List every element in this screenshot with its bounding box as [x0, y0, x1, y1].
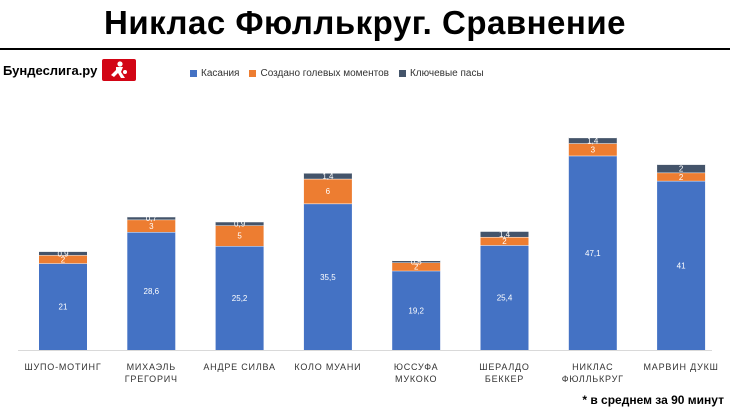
x-tick-label: ЮССУФА [394, 362, 439, 372]
bar-chances [480, 236, 529, 246]
legend-label-touches: Касания [201, 68, 240, 79]
footnote: * в среднем за 90 минут [582, 393, 724, 407]
bar-chances [39, 255, 87, 264]
data-label-key-passes: 0,7 [146, 214, 158, 223]
data-label-chances: 2 [502, 237, 507, 246]
bar-key-passes [39, 251, 87, 256]
bar-chances [392, 262, 441, 271]
chart-legend: Касания Создано голевых моментов Ключевы… [190, 68, 484, 79]
bar-chances [303, 178, 352, 204]
data-label-key-passes: 1,4 [587, 136, 599, 145]
x-tick-label: КОЛО МУАНИ [294, 362, 361, 372]
bar-key-passes [657, 164, 706, 173]
x-tick-label: ГРЕГОРИЧ [125, 374, 178, 384]
legend-label-chances: Создано голевых моментов [260, 68, 389, 79]
bar-touches [657, 180, 706, 350]
data-label-chances: 2 [61, 255, 66, 264]
brand-block: Бундеслига.ру [3, 58, 137, 82]
x-tick-label: МИХАЭЛЬ [127, 362, 176, 372]
legend-label-key-passes: Ключевые пасы [409, 68, 484, 79]
x-tick-label: ШУПО-МОТИНГ [24, 362, 101, 372]
bar-touches [39, 263, 87, 350]
legend-item-key-passes: Ключевые пасы [398, 68, 484, 79]
bar-touches [127, 232, 176, 350]
bar-key-passes [392, 260, 441, 263]
legend-swatch-key-passes [398, 70, 406, 77]
data-label-key-passes: 1,4 [322, 172, 334, 181]
data-label-chances: 2 [414, 263, 419, 272]
x-tick-label: ШЕРАЛДО [479, 362, 529, 372]
x-tick-label: БЕККЕР [485, 374, 524, 384]
data-label-key-passes: 0,5 [411, 258, 423, 267]
data-label-chances: 6 [326, 187, 331, 196]
bar-chances [215, 225, 264, 247]
data-label-key-passes: 0,9 [234, 220, 246, 229]
bar-touches [303, 203, 352, 350]
data-label-chances: 3 [149, 222, 154, 231]
data-label-chances: 5 [237, 232, 242, 241]
x-tick-label: ФЮЛЛЬКРУГ [562, 374, 624, 384]
data-label-touches: 35,5 [320, 273, 336, 282]
bar-touches [568, 155, 617, 350]
bar-touches [392, 270, 441, 350]
bar-key-passes [480, 231, 529, 237]
data-label-chances: 3 [591, 146, 596, 155]
x-tick-label: НИКЛАС [572, 362, 613, 372]
legend-item-chances: Создано голевых моментов [249, 68, 389, 79]
data-label-touches: 19,2 [408, 306, 424, 315]
bar-touches [480, 245, 529, 350]
data-label-key-passes: 2 [679, 165, 684, 174]
title-divider [0, 48, 730, 50]
data-label-touches: 21 [59, 303, 68, 312]
brand-name: Бундеслига.ру [3, 62, 98, 78]
bar-key-passes [127, 216, 176, 220]
bar-key-passes [568, 137, 617, 144]
data-label-key-passes: 1,4 [499, 230, 511, 239]
data-label-touches: 25,4 [497, 294, 513, 303]
bar-chances [657, 172, 706, 181]
data-label-key-passes: 0,9 [57, 249, 69, 258]
bar-key-passes [303, 173, 352, 179]
data-label-touches: 47,1 [585, 249, 601, 258]
data-label-chances: 2 [679, 173, 684, 182]
data-label-touches: 41 [677, 261, 686, 270]
page-title: Никлас Фюллькруг. Сравнение [104, 4, 626, 41]
x-tick-label: МАРВИН ДУКШ [644, 362, 719, 372]
data-label-touches: 25,2 [232, 294, 248, 303]
x-tick-label: МУКОКО [395, 374, 437, 384]
bar-chances [568, 143, 617, 156]
legend-item-touches: Касания [190, 68, 239, 79]
data-label-touches: 28,6 [144, 287, 160, 296]
bundesliga-logo-icon [102, 59, 137, 81]
bar-chances [127, 219, 176, 233]
legend-swatch-chances [249, 70, 257, 77]
x-tick-label: АНДРЕ СИЛВА [203, 362, 276, 372]
bar-touches [215, 246, 264, 350]
bar-key-passes [215, 221, 264, 226]
legend-swatch-touches [190, 70, 197, 77]
